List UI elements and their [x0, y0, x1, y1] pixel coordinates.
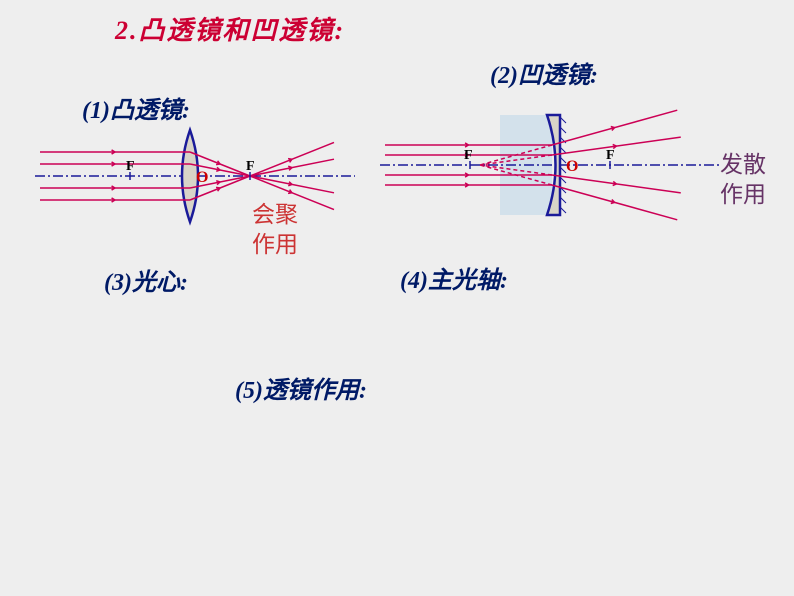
svg-text:O: O: [196, 169, 208, 186]
concave-diagram: FFO: [380, 95, 720, 245]
principal-axis-label: (4)主光轴:: [400, 260, 508, 295]
optical-center-label: (3)光心:: [104, 262, 188, 297]
diverge-effect: 发散 作用: [720, 150, 766, 210]
concave-label: (2)凹透镜:: [490, 55, 598, 90]
svg-text:F: F: [126, 159, 135, 174]
diverge-line1: 发散: [720, 152, 766, 177]
convex-diagram: FFO: [35, 120, 355, 240]
diverge-line2: 作用: [720, 182, 766, 207]
lens-effect-label: (5)透镜作用:: [235, 370, 367, 405]
main-title: 2.凸透镜和凹透镜:: [115, 10, 345, 47]
svg-text:O: O: [566, 158, 578, 175]
svg-text:F: F: [606, 148, 615, 163]
svg-text:F: F: [246, 159, 255, 174]
svg-text:F: F: [464, 148, 473, 163]
